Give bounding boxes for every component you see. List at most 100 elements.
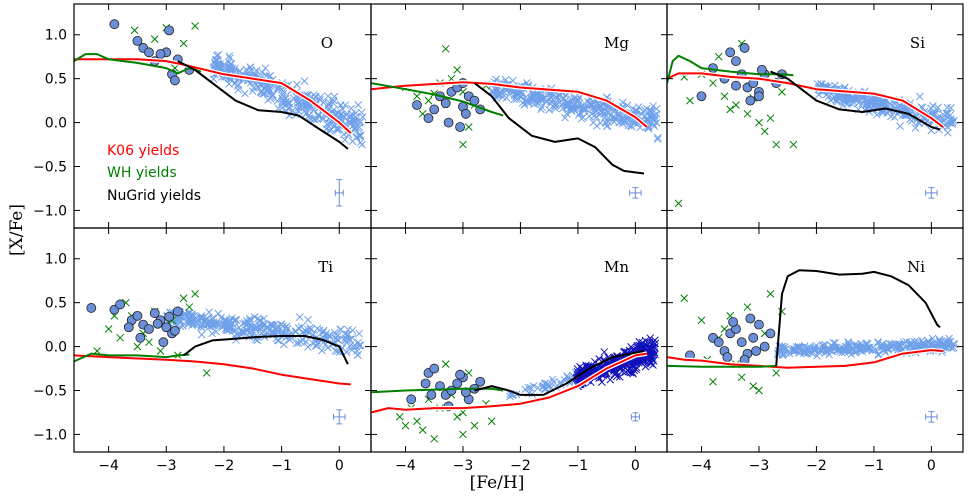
star-cross-marker [942,109,951,118]
star-cross-marker [910,338,919,346]
star-circle-marker [406,394,417,405]
star-circle-marker [728,317,738,327]
star-cross-marker [646,346,655,355]
star-cross-marker [234,81,243,89]
star-cross-marker [319,98,328,107]
star-cross-marker [943,337,952,345]
star-cross-marker [242,317,251,325]
star-cross-marker [212,327,221,336]
green-cross-marker [453,66,462,74]
star-cross-marker [822,346,830,354]
series-line-wh [74,352,190,363]
star-cross-marker [293,80,301,89]
panel-element-label: Ti [318,258,333,276]
series-line-k06 [667,349,943,369]
star-cross-marker [242,326,251,334]
star-cross-marker [548,375,557,384]
green-cross-marker [743,303,752,311]
green-cross-marker [766,290,775,298]
x-tick-label: −4 [395,458,416,474]
star-circle-marker [172,306,183,317]
star-cross-marker [355,329,363,338]
plot-area [371,334,660,443]
star-cross-marker [273,97,282,105]
star-circle-marker [745,313,756,324]
star-cross-marker [560,94,568,102]
star-cross-marker [295,98,304,106]
green-cross-marker [441,44,450,53]
green-cross-marker [459,140,467,149]
green-cross-marker [755,118,763,127]
star-cross-marker [304,315,312,324]
star-cross-marker [300,77,309,85]
star-cross-marker [612,114,620,123]
star-cross-marker [635,337,644,346]
star-circle-marker [731,80,741,91]
star-cross-marker [782,345,790,353]
star-cross-marker [341,336,349,345]
star-cross-marker [306,325,315,334]
star-cross-marker [336,325,345,334]
star-cross-marker [803,347,812,355]
star-cross-marker [344,325,352,334]
star-cross-marker [252,325,260,334]
star-cross-marker [541,379,550,388]
legend: K06 yields WH yields NuGrid yields [107,143,201,204]
star-cross-marker [605,108,613,117]
star-cross-marker [314,112,323,121]
star-cross-marker [896,101,905,110]
star-cross-marker [336,101,345,110]
star-cross-marker [492,75,500,84]
star-circle-marker [423,113,434,124]
panel-grid: 1.0 0.5 0.0 −0.5 −1.0 O Mg Si 1.0 0.5 0.0 −0.5 −1.0 −… [33,3,964,474]
star-cross-marker [525,99,534,108]
star-cross-marker [261,64,270,73]
star-cross-marker [949,118,957,127]
series-line-k06 [74,58,352,134]
star-cross-marker [817,80,826,89]
star-cross-marker [538,383,547,392]
green-cross-marker [755,386,763,395]
star-cross-marker [259,327,268,336]
star-cross-marker [874,339,882,347]
star-cross-marker [294,106,303,115]
star-cross-marker [858,343,866,352]
star-cross-marker [638,357,647,366]
star-cross-marker [340,113,348,122]
star-circle-marker [123,322,134,333]
green-cross-marker [766,114,775,123]
legend-wh: WH yields [107,165,177,181]
star-cross-marker [803,343,812,352]
green-cross-marker [185,303,194,311]
star-circle-marker [109,19,120,30]
green-cross-marker [191,290,199,298]
green-cross-marker [686,96,694,105]
star-cross-marker [221,318,230,327]
star-cross-marker [824,92,833,101]
star-cross-marker [643,114,652,122]
star-cross-marker [917,336,926,345]
panel-element-label: Ni [907,258,925,276]
star-cross-marker [302,337,310,346]
star-cross-marker [211,60,219,69]
star-cross-marker [291,327,300,335]
star-cross-marker [339,130,348,139]
series-line-nugrid [182,335,349,365]
star-cross-marker [874,351,883,359]
star-cross-marker [324,100,333,109]
green-cross-marker [789,140,798,149]
star-cross-marker [246,63,255,72]
green-cross-marker [116,333,124,342]
panel-mn: −4 −3 −2 −1 0 Mn [370,227,668,474]
star-cross-marker [188,309,196,318]
series-line-k06 [371,81,648,128]
star-cross-marker [829,343,837,351]
star-circle-marker [164,25,175,36]
star-cross-marker [844,339,853,348]
star-cross-marker [353,347,361,356]
star-cross-marker [266,85,274,94]
star-cross-marker [295,313,304,321]
green-cross-marker [150,35,159,43]
star-circle-marker [725,47,736,58]
green-cross-marker [760,127,769,136]
